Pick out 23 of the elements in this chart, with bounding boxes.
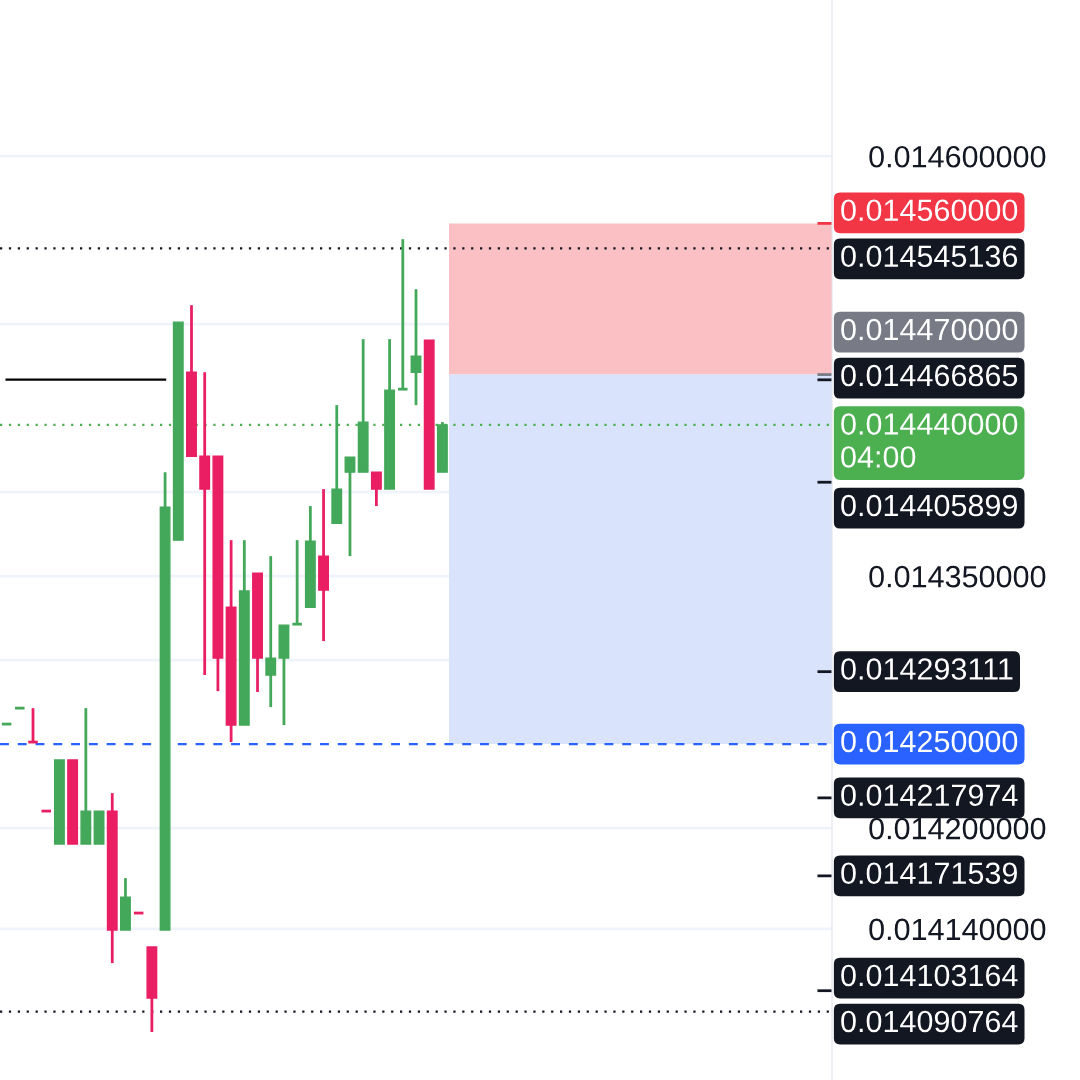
candlestick bbox=[265, 554, 277, 709]
ref-line-label: 0.014466865 bbox=[841, 364, 1018, 387]
candlestick bbox=[370, 470, 382, 508]
y-tick-label: 0.014350000 bbox=[869, 565, 1046, 588]
candlestick bbox=[396, 237, 409, 391]
ref-line-label: 0.014103164 bbox=[841, 964, 1018, 987]
candlestick bbox=[344, 455, 356, 558]
candlestick bbox=[410, 287, 422, 407]
ref-line-label: 0.014250000 bbox=[841, 730, 1018, 753]
y-tick-label: 0.014600000 bbox=[869, 145, 1046, 168]
ref-line-label: 0.014545136 bbox=[841, 245, 1018, 268]
ref-line-label: 0.014440000 04:00 bbox=[841, 413, 1018, 468]
ref-line-label: 0.014470000 bbox=[841, 318, 1018, 341]
ref-line-label: 0.014405899 bbox=[841, 494, 1017, 517]
candlestick bbox=[291, 538, 304, 626]
y-tick-label: 0.014200000 bbox=[869, 817, 1046, 840]
candlestick bbox=[199, 370, 211, 677]
ref-line-label: 0.014560000 bbox=[841, 199, 1018, 222]
ref-line-label: 0.014293111 bbox=[841, 658, 1013, 680]
ref-line-label: 0.014090764 bbox=[841, 1010, 1018, 1033]
y-tick-label: 0.014140000 bbox=[869, 918, 1046, 941]
ref-line-label: 0.014217974 bbox=[841, 784, 1018, 807]
ref-line-label: 0.014171539 bbox=[841, 862, 1017, 885]
